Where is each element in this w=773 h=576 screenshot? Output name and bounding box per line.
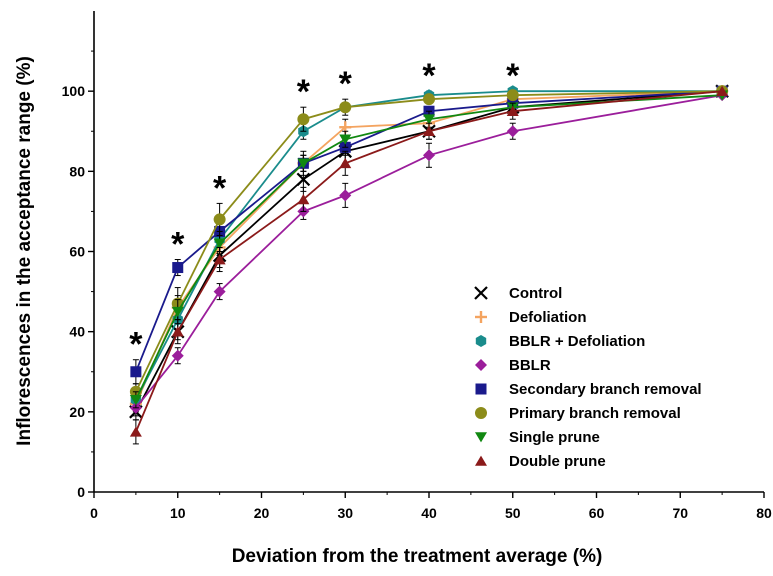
data-point <box>339 157 352 169</box>
data-point <box>297 158 310 169</box>
x-tick-label: 10 <box>170 505 186 521</box>
legend-label: Control <box>509 285 562 302</box>
significance-asterisk: * <box>506 57 520 95</box>
x-tick-label: 30 <box>337 505 353 521</box>
legend-item: Double prune <box>475 453 606 470</box>
legend-label: Primary branch removal <box>509 405 681 422</box>
data-point <box>213 285 226 298</box>
x-tick-label: 80 <box>756 505 772 521</box>
legend-item: Defoliation <box>475 309 587 326</box>
data-point <box>171 349 184 362</box>
data-point <box>171 306 184 318</box>
legend-label: Double prune <box>509 453 606 470</box>
data-point <box>296 172 311 187</box>
data-point <box>506 105 519 117</box>
x-axis-title: Deviation from the treatment average (%) <box>232 546 603 567</box>
significance-asterisk: * <box>129 326 143 364</box>
significance-asterisk: * <box>339 65 353 103</box>
legend-marker <box>475 383 487 395</box>
y-tick-label: 20 <box>69 404 85 420</box>
data-point <box>171 326 184 337</box>
y-tick-label: 40 <box>69 324 85 340</box>
data-point <box>506 89 519 102</box>
data-point <box>172 262 184 274</box>
x-tick-label: 40 <box>421 505 437 521</box>
data-point <box>716 85 729 96</box>
significance-asterisk: * <box>422 57 436 95</box>
data-point <box>130 366 142 378</box>
legend-item: Single prune <box>475 429 600 446</box>
legend-marker <box>474 286 488 300</box>
legend-marker <box>475 407 487 419</box>
legend: Control Defoliation BBLR + Defoliation BBLR… <box>474 285 702 470</box>
y-tick-label: 100 <box>62 83 86 99</box>
significance-asterisk: * <box>297 73 311 111</box>
legend-marker <box>475 455 487 466</box>
series-line <box>135 90 723 401</box>
y-tick-label: 80 <box>69 163 85 179</box>
data-point <box>213 254 226 265</box>
legend-label: BBLR <box>509 357 551 374</box>
legend-item: BBLR <box>475 357 551 374</box>
series-line <box>135 94 723 409</box>
series-line <box>135 90 723 433</box>
series-line <box>135 94 723 401</box>
x-tick-label: 0 <box>90 505 98 521</box>
significance-asterisk: * <box>213 169 227 207</box>
series-double-prune <box>129 85 729 445</box>
data-point <box>423 125 435 137</box>
legend-label: BBLR + Defoliation <box>509 333 645 350</box>
data-point <box>506 125 519 138</box>
data-point <box>297 113 310 126</box>
axes-layer: 0 10 20 30 40 50 60 70 80 0 20 40 60 80 100 <box>62 11 772 521</box>
significance-markers: * * * * * * * <box>129 57 520 364</box>
legend-item: Secondary branch removal <box>475 381 702 398</box>
legend-label: Single prune <box>509 429 600 446</box>
legend-label: Defoliation <box>509 309 587 326</box>
data-point <box>129 395 142 406</box>
x-tick-label: 70 <box>672 505 688 521</box>
data-point <box>339 189 352 202</box>
data-point <box>423 114 435 125</box>
legend-item: Control <box>474 285 562 302</box>
data-point <box>297 193 310 205</box>
legend-label: Secondary branch removal <box>509 381 702 398</box>
y-tick-label: 0 <box>77 484 85 500</box>
data-point <box>213 238 226 249</box>
legend-item: Primary branch removal <box>475 405 681 422</box>
series-line <box>135 90 723 393</box>
x-tick-label: 50 <box>505 505 521 521</box>
data-point <box>213 213 226 226</box>
legend-marker <box>475 432 487 443</box>
legend-marker <box>475 359 487 371</box>
y-tick-label: 60 <box>69 244 85 260</box>
legend-marker <box>475 335 487 347</box>
legend-item: BBLR + Defoliation <box>475 333 645 350</box>
x-tick-label: 60 <box>589 505 605 521</box>
data-point <box>339 134 352 145</box>
legend-marker <box>475 311 487 323</box>
y-axis-title: Inflorescences in the acceptance range (… <box>14 56 35 446</box>
x-tick-label: 20 <box>254 505 270 521</box>
significance-asterisk: * <box>171 226 185 264</box>
data-point <box>339 101 352 114</box>
series-layer <box>129 84 729 445</box>
data-point <box>423 149 435 162</box>
series-line <box>135 90 723 405</box>
data-point <box>423 93 435 106</box>
series-line <box>135 90 723 373</box>
data-point <box>129 426 142 437</box>
